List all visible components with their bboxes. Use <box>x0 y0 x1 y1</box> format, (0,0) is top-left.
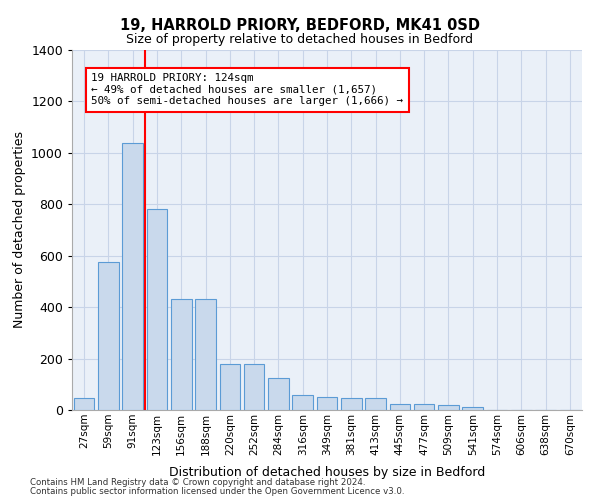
Bar <box>146 210 167 410</box>
Bar <box>414 404 434 410</box>
Bar <box>122 142 143 410</box>
X-axis label: Distribution of detached houses by size in Bedford: Distribution of detached houses by size … <box>169 466 485 479</box>
Y-axis label: Number of detached properties: Number of detached properties <box>13 132 26 328</box>
Bar <box>220 364 240 410</box>
Text: 19 HARROLD PRIORY: 124sqm
← 49% of detached houses are smaller (1,657)
50% of se: 19 HARROLD PRIORY: 124sqm ← 49% of detac… <box>91 73 403 106</box>
Bar <box>389 404 410 410</box>
Bar <box>341 398 362 410</box>
Text: Contains public sector information licensed under the Open Government Licence v3: Contains public sector information licen… <box>30 487 404 496</box>
Bar <box>463 407 483 410</box>
Text: Size of property relative to detached houses in Bedford: Size of property relative to detached ho… <box>127 32 473 46</box>
Bar <box>74 398 94 410</box>
Text: 19, HARROLD PRIORY, BEDFORD, MK41 0SD: 19, HARROLD PRIORY, BEDFORD, MK41 0SD <box>120 18 480 32</box>
Bar <box>292 394 313 410</box>
Bar <box>365 398 386 410</box>
Bar <box>268 378 289 410</box>
Bar <box>244 364 265 410</box>
Bar <box>438 406 459 410</box>
Bar <box>98 262 119 410</box>
Bar <box>317 397 337 410</box>
Bar <box>171 300 191 410</box>
Bar <box>195 300 216 410</box>
Text: Contains HM Land Registry data © Crown copyright and database right 2024.: Contains HM Land Registry data © Crown c… <box>30 478 365 487</box>
